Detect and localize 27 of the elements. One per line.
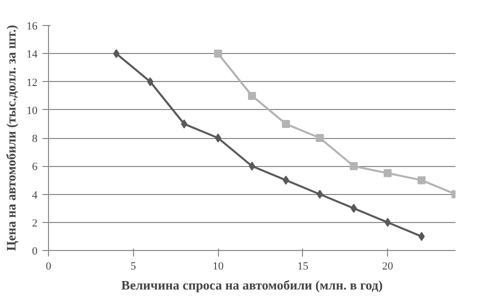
x-tick-label: 15: [297, 260, 309, 272]
y-tick-label: 14: [26, 48, 38, 61]
point: [248, 162, 256, 171]
y-tick-label: 0: [32, 246, 38, 258]
y-tick-label: 10: [26, 104, 38, 117]
x-tick-label: 10: [212, 260, 224, 272]
y-axis-title: Цена на автомобили (тыс.долл. за шт.): [4, 24, 18, 252]
x-tick-label: 0: [46, 260, 52, 272]
point: [418, 232, 425, 241]
x-tick-label: 20: [382, 260, 394, 272]
point: [214, 50, 222, 58]
point: [384, 169, 392, 178]
point: [282, 176, 290, 185]
y-tick-label: 6: [32, 161, 38, 174]
point: [316, 134, 324, 142]
y-tick-label: 12: [26, 76, 38, 89]
point: [248, 92, 256, 100]
point: [418, 176, 426, 184]
point: [350, 162, 358, 170]
y-tick-label: 2: [32, 217, 38, 230]
x-axis-title: Величина спроса на автомобили (млн. в год): [121, 278, 383, 292]
y-tick-label: 4: [32, 189, 38, 202]
y-tick-label: 8: [32, 133, 38, 145]
point: [214, 134, 222, 142]
point: [282, 120, 290, 128]
y-tick-label: 16: [26, 20, 38, 32]
x-tick-label: 5: [130, 260, 137, 272]
